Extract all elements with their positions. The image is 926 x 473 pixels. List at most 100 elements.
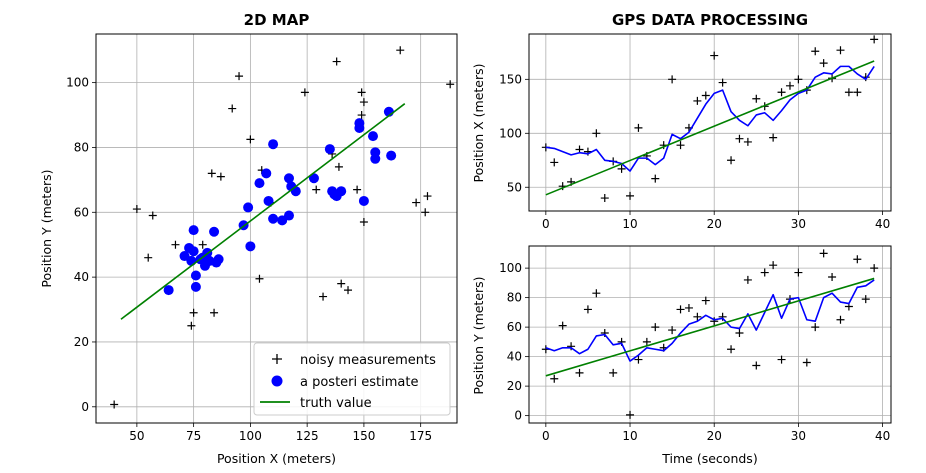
x-tick-label: 0 — [542, 217, 550, 231]
measurement-point — [693, 96, 702, 105]
map-plot: 2D MAP Position X (meters) Position Y (m… — [39, 11, 458, 466]
measurement-point — [794, 75, 803, 84]
y-tick-label: 60 — [74, 205, 89, 219]
estimate-point — [254, 178, 265, 189]
estimate-point — [290, 186, 301, 197]
y-tick-label: 80 — [507, 291, 522, 305]
gps-x-axes-frame — [528, 33, 892, 212]
estimate-point — [245, 241, 256, 252]
estimate-point — [283, 173, 294, 184]
measurement-point — [853, 255, 862, 264]
measurement-point — [844, 88, 853, 97]
measurement-point — [626, 191, 635, 200]
gps-x-grid — [529, 34, 891, 211]
measurement-point — [332, 57, 341, 66]
measurement-point — [421, 208, 430, 217]
measurement-point — [651, 323, 660, 332]
x-tick-label: 0 — [542, 429, 550, 443]
measurement-point — [357, 88, 366, 97]
gps-y-axes-frame — [528, 245, 892, 424]
measurement-point — [760, 268, 769, 277]
estimate-point — [354, 123, 365, 134]
gps-x-data-layer — [541, 35, 879, 203]
measurement-point — [246, 135, 255, 144]
measurement-point — [819, 59, 828, 68]
y-tick-label: 20 — [507, 379, 522, 393]
estimate-point — [268, 213, 279, 224]
measurement-point — [684, 303, 693, 312]
estimate-point — [209, 226, 220, 237]
map-axes-frame — [95, 33, 458, 424]
estimate-point — [188, 225, 199, 236]
y-tick-label: 40 — [507, 350, 522, 364]
measurement-point — [701, 296, 710, 305]
estimate-point — [370, 147, 381, 158]
truth-line — [120, 103, 406, 320]
measurement-point — [735, 329, 744, 338]
x-tick-label: 20 — [707, 429, 722, 443]
measurement-point — [110, 400, 119, 409]
legend-label-truth: truth value — [300, 396, 372, 411]
measurement-point — [592, 289, 601, 298]
measurement-point — [634, 355, 643, 364]
measurement-point — [668, 75, 677, 84]
measurement-point — [600, 329, 609, 338]
measurement-point — [701, 91, 710, 100]
measurement-point — [558, 321, 567, 330]
y-tick-label: 80 — [74, 140, 89, 154]
measurement-point — [216, 172, 225, 181]
estimate-point — [186, 255, 197, 266]
map-ticks: 50 75 100 125 150 175 0 20 40 60 80 100 — [66, 76, 432, 443]
measurement-point — [802, 358, 811, 367]
measurement-point — [592, 129, 601, 138]
map-legend: noisy measurements a posteri estimate tr… — [253, 342, 451, 416]
gps-y-grid — [529, 246, 891, 423]
measurement-point — [189, 308, 198, 317]
estimate-point — [268, 139, 279, 150]
gps-title: GPS DATA PROCESSING — [612, 11, 808, 29]
measurement-point — [710, 51, 719, 60]
x-tick-label: 175 — [409, 429, 432, 443]
gps-y-plot: Time (seconds) Position Y (meters) 0 10 20… — [471, 245, 892, 466]
measurement-point — [207, 169, 216, 178]
estimate-point — [188, 246, 199, 257]
measurement-point — [583, 305, 592, 314]
x-tick-label: 100 — [239, 429, 262, 443]
measurement-point — [727, 345, 736, 354]
measurement-point — [811, 47, 820, 56]
y-tick-label: 100 — [499, 126, 522, 140]
gps-y-x-axis-label: Time (seconds) — [661, 451, 757, 466]
measurement-point — [210, 308, 219, 317]
measurement-point — [853, 88, 862, 97]
measurement-point — [710, 317, 719, 326]
measurement-point — [359, 218, 368, 227]
measurement-point — [446, 80, 455, 89]
estimate-point — [336, 186, 347, 197]
measurement-point — [836, 46, 845, 55]
estimate-line — [545, 279, 875, 362]
map-title: 2D MAP — [244, 11, 310, 29]
measurement-point — [357, 111, 366, 120]
x-tick-label: 30 — [791, 217, 806, 231]
measurement-point — [735, 134, 744, 143]
measurement-point — [344, 286, 353, 295]
measurement-point — [337, 279, 346, 288]
x-tick-label: 10 — [622, 429, 637, 443]
estimate-point — [367, 131, 378, 142]
legend-box — [253, 342, 451, 416]
estimate-point — [386, 150, 397, 161]
measurement-point — [752, 361, 761, 370]
measurement-point — [609, 368, 618, 377]
measurement-point — [693, 312, 702, 321]
y-tick-label: 40 — [74, 270, 89, 284]
map-data-layer — [110, 46, 455, 409]
estimate-point — [163, 285, 174, 296]
gps-y-ticks: 0 10 20 30 40 0 20 40 60 80 100 — [499, 261, 890, 443]
gps-x-plot: GPS DATA PROCESSING Position X (meters) … — [471, 11, 892, 231]
measurement-point — [811, 323, 820, 332]
estimate-point — [358, 195, 369, 206]
estimate-point — [308, 173, 319, 184]
measurement-point — [836, 315, 845, 324]
measurement-point — [334, 162, 343, 171]
